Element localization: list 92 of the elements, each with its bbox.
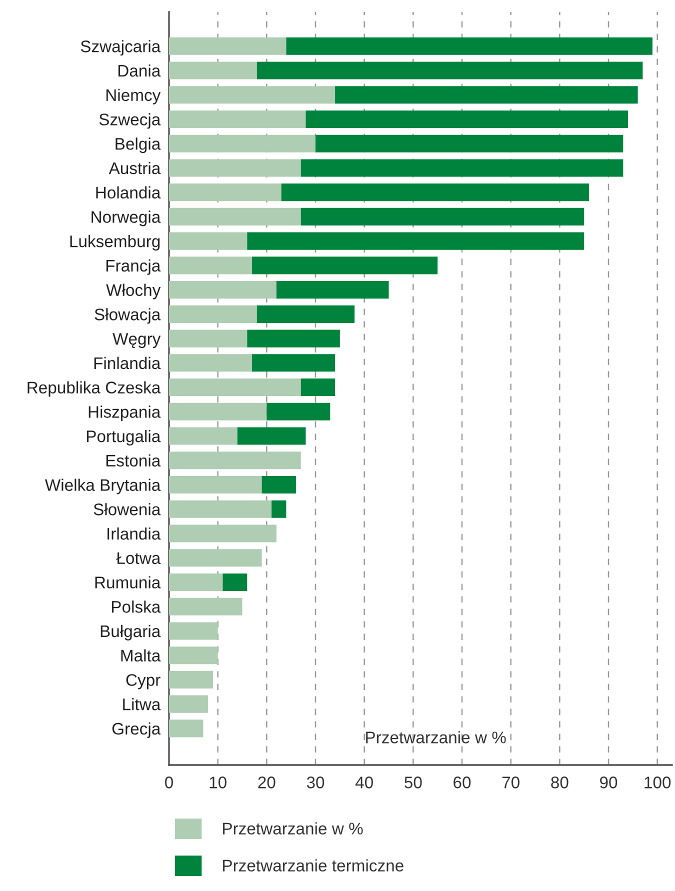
y-tick-label: Włochy xyxy=(106,284,161,300)
bar xyxy=(169,402,267,420)
y-tick-label: Holandia xyxy=(96,186,161,199)
bar xyxy=(276,281,389,299)
y-tick-label: Łotwa xyxy=(116,552,161,564)
bar xyxy=(169,86,336,104)
x-tick-label: 60 xyxy=(454,776,471,788)
y-tick-label: Polska xyxy=(112,600,161,613)
bar xyxy=(262,476,296,494)
y-tick-label: Bułgaria xyxy=(100,624,161,640)
y-tick-label: Portugalia xyxy=(86,430,161,446)
bar xyxy=(169,37,286,55)
bar xyxy=(300,378,336,396)
bar xyxy=(169,720,204,738)
bar xyxy=(272,500,286,518)
x-tick-label: 30 xyxy=(306,776,324,788)
bar xyxy=(281,184,589,202)
y-tick-label: Słowenia xyxy=(94,503,161,516)
x-tick-label: 20 xyxy=(258,776,276,788)
bar xyxy=(169,330,248,348)
bar xyxy=(300,159,624,177)
x-tick-label: 90 xyxy=(600,776,618,788)
bar xyxy=(169,598,242,616)
x-axis-title: Przetwarzanie w % xyxy=(366,731,506,744)
bar xyxy=(169,500,272,518)
y-tick-label: Cypr xyxy=(126,674,160,690)
y-tick-label: Francja xyxy=(106,259,161,275)
y-tick-label: Szwajcaria xyxy=(80,40,161,56)
bar xyxy=(169,159,301,177)
bar xyxy=(169,670,213,688)
y-tick-label: Litwa xyxy=(123,698,161,710)
y-tick-label: Dania xyxy=(118,64,161,77)
x-tick-label: 80 xyxy=(551,776,568,788)
y-tick-label: Estonia xyxy=(106,454,161,467)
x-tick-label: 100 xyxy=(644,776,671,788)
x-tick-label: 70 xyxy=(502,776,520,788)
bar xyxy=(169,281,276,299)
bar xyxy=(256,62,643,80)
bar xyxy=(169,427,238,445)
bar xyxy=(247,330,340,348)
y-tick-label: Słowacja xyxy=(94,308,161,324)
bar xyxy=(316,134,624,152)
bar xyxy=(169,378,301,396)
bar xyxy=(169,305,257,323)
bar xyxy=(335,86,638,104)
y-tick-label: Republika Czeska xyxy=(28,381,161,397)
y-tick-label: Norwegia xyxy=(92,210,161,226)
bar xyxy=(286,37,652,55)
bar xyxy=(169,354,252,372)
bar xyxy=(222,573,248,592)
bar xyxy=(169,695,208,713)
y-tick-label: Austria xyxy=(108,162,161,174)
bar xyxy=(169,549,262,567)
legend-label: Przetwarzanie w % xyxy=(223,822,363,834)
bar xyxy=(237,427,306,445)
y-tick-label: Hiszpania xyxy=(88,406,161,422)
y-tick-label: Irlandia xyxy=(108,527,161,540)
bar xyxy=(252,354,336,372)
bar xyxy=(169,646,218,664)
bar xyxy=(169,256,252,274)
x-tick-label: 50 xyxy=(404,776,422,788)
bar xyxy=(252,256,438,274)
bar xyxy=(169,184,282,202)
bar xyxy=(247,232,584,250)
y-tick-label: Grecja xyxy=(112,722,161,738)
bar xyxy=(169,232,248,250)
x-tick-label: 40 xyxy=(355,776,373,788)
bar xyxy=(169,62,257,80)
y-tick-label: Belgia xyxy=(116,138,161,154)
y-tick-label: Niemcy xyxy=(106,88,161,104)
bar xyxy=(169,208,301,226)
bar xyxy=(169,134,316,152)
y-tick-label: Wielka Brytania xyxy=(44,478,161,494)
bar xyxy=(300,208,584,226)
bar xyxy=(169,476,262,494)
bar xyxy=(169,573,223,592)
x-tick-label: 10 xyxy=(210,776,226,788)
legend-label: Przetwarzanie termiczne xyxy=(223,859,404,872)
y-tick-label: Szwecja xyxy=(99,113,161,129)
y-tick-label: Węgry xyxy=(112,333,161,348)
bar xyxy=(306,110,628,128)
bar xyxy=(169,110,306,128)
bar xyxy=(169,452,301,470)
bar xyxy=(256,305,355,323)
x-tick-label: 0 xyxy=(165,776,173,788)
bar xyxy=(169,622,218,640)
y-tick-label: Malta xyxy=(121,649,161,662)
y-tick-label: Finlandia xyxy=(94,356,161,370)
y-tick-label: Rumunia xyxy=(95,576,161,588)
y-tick-label: Luksemburg xyxy=(70,235,160,251)
bar xyxy=(266,402,330,420)
bar xyxy=(169,524,276,542)
